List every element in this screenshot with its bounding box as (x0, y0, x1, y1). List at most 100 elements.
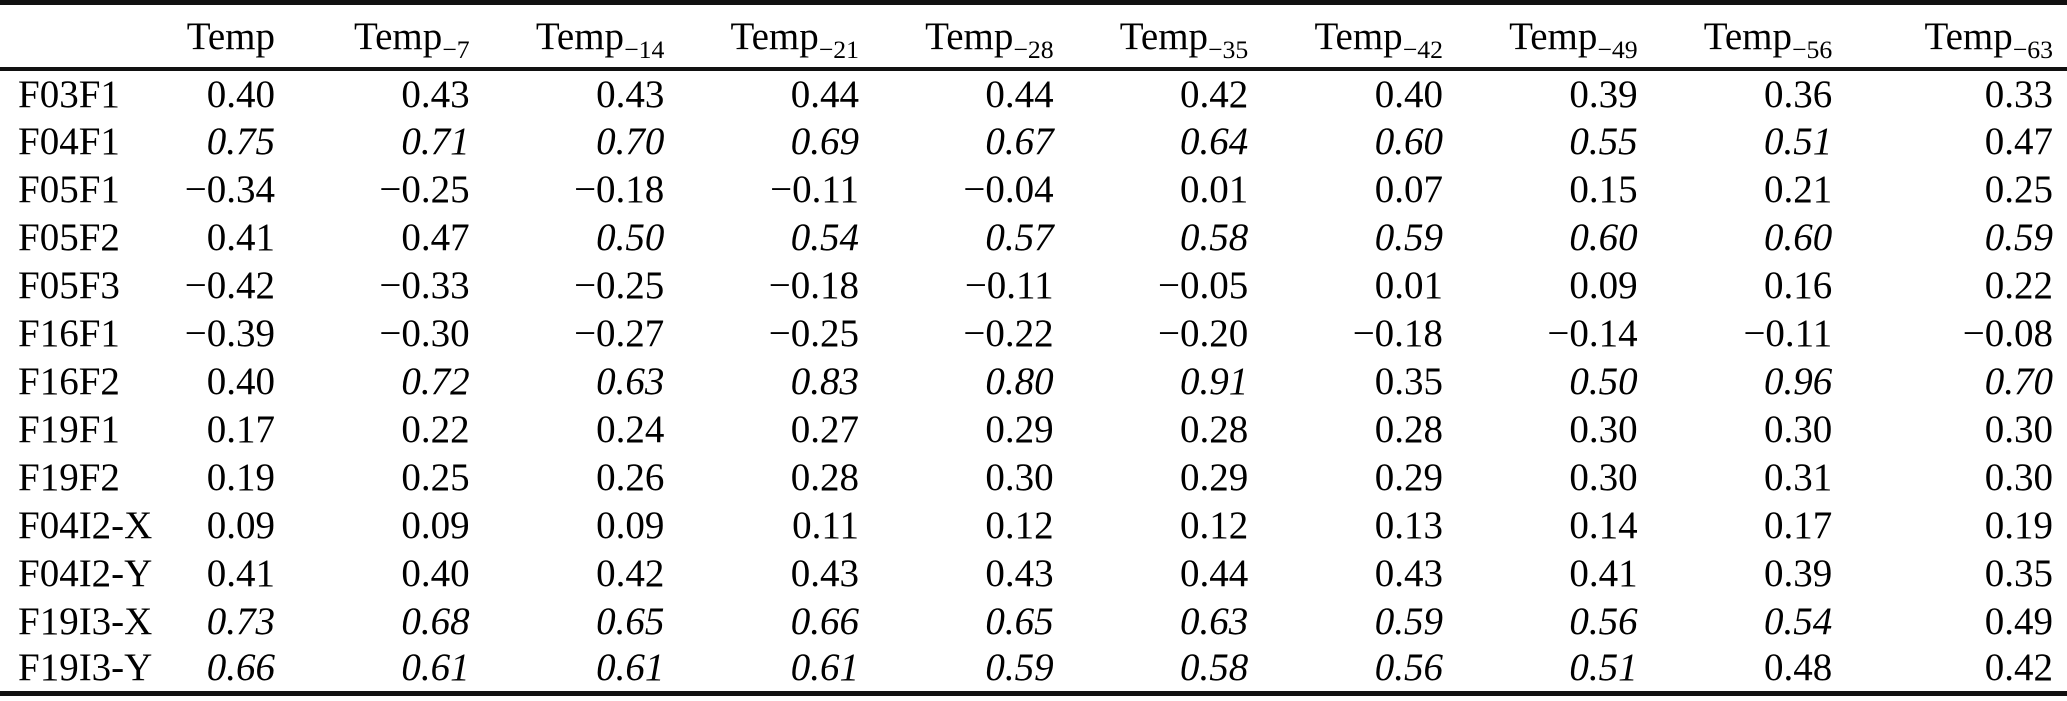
column-header-subscript: −35 (1208, 34, 1249, 64)
value-cell: 0.22 (1984, 263, 2053, 307)
value-cell: 0.71 (401, 119, 470, 163)
value-cell: 0.40 (206, 359, 275, 403)
value-cell: 0.39 (1764, 551, 1833, 595)
value-cell: 0.30 (1569, 455, 1638, 499)
value-cell: 0.51 (1569, 646, 1638, 690)
table-row: F19F2 0.19 0.25 0.26 0.28 0.30 0.29 0.29 0.30 0.3… (0, 453, 2067, 501)
row-label: F19I3-Y (18, 646, 153, 690)
value-cell: 0.26 (596, 455, 665, 499)
table-row: F04F1 0.75 0.71 0.70 0.69 0.67 0.64 0.60 0.55 0.5… (0, 117, 2067, 165)
value-cell: 0.73 (206, 599, 275, 643)
value-cell: 0.29 (1180, 455, 1249, 499)
value-cell: 0.21 (1764, 167, 1833, 211)
value-cell: 0.51 (1764, 119, 1833, 163)
value-cell: 0.56 (1569, 599, 1638, 643)
value-cell: 0.67 (985, 119, 1054, 163)
value-cell: 0.60 (1569, 215, 1638, 259)
column-header: Temp−7 (315, 3, 510, 70)
value-cell: 0.30 (1764, 407, 1833, 451)
row-label: F05F2 (18, 215, 120, 259)
value-cell: 0.40 (206, 72, 275, 116)
value-cell: 0.17 (206, 407, 275, 451)
value-cell: 0.96 (1764, 359, 1833, 403)
value-cell: 0.57 (985, 215, 1054, 259)
value-cell: 0.01 (1374, 263, 1443, 307)
value-cell: 0.43 (790, 551, 859, 595)
value-cell: −0.27 (574, 311, 665, 355)
value-cell: 0.44 (790, 72, 859, 116)
column-header: Temp (150, 3, 315, 70)
value-cell: 0.58 (1180, 646, 1249, 690)
value-cell: 0.40 (401, 551, 470, 595)
value-cell: 0.75 (206, 119, 275, 163)
value-cell: −0.05 (1158, 263, 1249, 307)
value-cell: 0.50 (596, 215, 665, 259)
value-cell: 0.66 (206, 646, 275, 690)
value-cell: 0.61 (596, 646, 665, 690)
value-cell: −0.11 (770, 167, 859, 211)
value-cell: 0.30 (1984, 455, 2053, 499)
value-cell: 0.41 (206, 215, 275, 259)
value-cell: 0.39 (1569, 72, 1638, 116)
value-cell: 0.30 (985, 455, 1054, 499)
value-cell: 0.17 (1764, 503, 1833, 547)
table-header: Temp Temp−7 Temp−14 Temp−21 Temp−28 Temp−35 Te… (0, 3, 2067, 70)
column-header-base: Temp (535, 14, 625, 58)
row-label: F03F1 (18, 72, 120, 116)
table-row: F19I3-Y 0.66 0.61 0.61 0.61 0.59 0.58 0.56 0.51 0… (0, 645, 2067, 693)
value-cell: 0.58 (1180, 215, 1249, 259)
value-cell: 0.55 (1569, 119, 1638, 163)
table-row: F16F1 −0.39 −0.30 −0.27 −0.25 −0.22 −0.20 −0.18… (0, 309, 2067, 357)
value-cell: 0.66 (790, 599, 859, 643)
value-cell: 0.72 (401, 359, 470, 403)
column-header-subscript: −21 (818, 34, 859, 64)
value-cell: 0.25 (1984, 167, 2053, 211)
value-cell: 0.15 (1569, 167, 1638, 211)
column-header-base: Temp (1119, 14, 1209, 58)
table-row: F05F3 −0.42 −0.33 −0.25 −0.18 −0.11 −0.05 0.01 0… (0, 261, 2067, 309)
value-cell: 0.63 (1180, 599, 1249, 643)
value-cell: −0.04 (963, 167, 1054, 211)
value-cell: 0.59 (1374, 215, 1443, 259)
column-header-base: Temp (1924, 14, 2013, 58)
row-label: F04I2-Y (18, 551, 153, 595)
value-cell: 0.40 (1374, 72, 1443, 116)
value-cell: −0.25 (574, 263, 665, 307)
value-cell: 0.44 (1180, 551, 1249, 595)
column-header-subscript: −56 (1792, 34, 1833, 64)
value-cell: −0.20 (1158, 311, 1249, 355)
table-row: F04I2-Y 0.41 0.40 0.42 0.43 0.43 0.44 0.43 0.41 0… (0, 549, 2067, 597)
value-cell: −0.39 (184, 311, 275, 355)
row-label: F19I3-X (18, 599, 153, 643)
column-header-subscript: −63 (2012, 34, 2053, 64)
column-header: Temp−21 (704, 3, 899, 70)
row-label: F16F1 (18, 311, 120, 355)
row-label: F19F1 (18, 407, 120, 451)
value-cell: 0.19 (206, 455, 275, 499)
value-cell: 0.70 (1984, 359, 2053, 403)
column-header-base: Temp (1314, 14, 1403, 58)
column-header: Temp−42 (1288, 3, 1483, 70)
value-cell: 0.54 (790, 215, 859, 259)
value-cell: 0.01 (1180, 167, 1249, 211)
column-header: Temp−56 (1678, 3, 1873, 70)
table-row: F03F1 0.40 0.43 0.43 0.44 0.44 0.42 0.40 0.39 0.3… (0, 69, 2067, 117)
value-cell: −0.14 (1547, 311, 1638, 355)
column-header-base: Temp (186, 14, 275, 58)
value-cell: 0.22 (401, 407, 470, 451)
value-cell: 0.30 (1984, 407, 2053, 451)
value-cell: 0.12 (985, 503, 1054, 547)
value-cell: 0.59 (1374, 599, 1443, 643)
value-cell: 0.35 (1984, 551, 2053, 595)
value-cell: 0.59 (985, 646, 1054, 690)
value-cell: −0.22 (963, 311, 1054, 355)
value-cell: 0.60 (1764, 215, 1833, 259)
value-cell: 0.47 (401, 215, 470, 259)
value-cell: 0.60 (1374, 119, 1443, 163)
row-label: F19F2 (18, 455, 120, 499)
value-cell: −0.34 (184, 167, 275, 211)
value-cell: 0.42 (1984, 646, 2053, 690)
column-header-subscript: −14 (624, 34, 665, 64)
value-cell: 0.61 (790, 646, 859, 690)
column-header: Temp−35 (1094, 3, 1289, 70)
